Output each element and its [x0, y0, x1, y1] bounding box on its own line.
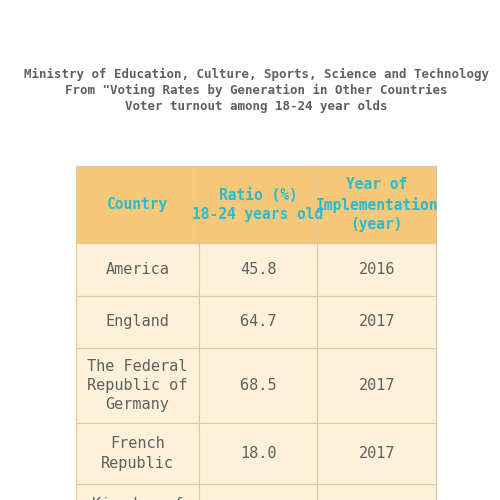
- Bar: [318, 244, 436, 296]
- Bar: [76, 244, 198, 296]
- Bar: [198, 166, 318, 244]
- Bar: [318, 484, 436, 500]
- Text: 2017: 2017: [358, 378, 395, 393]
- Bar: [76, 484, 198, 500]
- Text: 2017: 2017: [358, 314, 395, 330]
- Text: Ministry of Education, Culture, Sports, Science and Technology: Ministry of Education, Culture, Sports, …: [24, 68, 489, 81]
- Bar: [76, 296, 198, 348]
- Bar: [318, 296, 436, 348]
- Text: 18.0: 18.0: [240, 446, 277, 461]
- Text: 2017: 2017: [358, 446, 395, 461]
- Text: Year of
Implementation
(year): Year of Implementation (year): [316, 178, 438, 232]
- Text: Kingdom of
Sweden: Kingdom of Sweden: [92, 497, 183, 500]
- Text: 68.5: 68.5: [240, 378, 277, 393]
- Text: America: America: [106, 262, 170, 277]
- Bar: [318, 424, 436, 484]
- Bar: [318, 166, 436, 244]
- Bar: [198, 424, 318, 484]
- Text: Country: Country: [107, 198, 168, 212]
- Bar: [198, 296, 318, 348]
- Bar: [198, 348, 318, 424]
- Bar: [76, 166, 198, 244]
- Text: French
Republic: French Republic: [101, 436, 174, 470]
- Bar: [198, 244, 318, 296]
- Bar: [76, 424, 198, 484]
- Text: 2016: 2016: [358, 262, 395, 277]
- Bar: [76, 348, 198, 424]
- Text: England: England: [106, 314, 170, 330]
- Text: 64.7: 64.7: [240, 314, 277, 330]
- Bar: [198, 484, 318, 500]
- Bar: [318, 348, 436, 424]
- Text: The Federal
Republic of
Germany: The Federal Republic of Germany: [88, 359, 188, 412]
- Text: Voter turnout among 18-24 year olds: Voter turnout among 18-24 year olds: [125, 100, 388, 113]
- Text: From "Voting Rates by Generation in Other Countries: From "Voting Rates by Generation in Othe…: [65, 84, 448, 97]
- Text: 45.8: 45.8: [240, 262, 277, 277]
- Text: Ratio (%)
18-24 years old: Ratio (%) 18-24 years old: [192, 188, 324, 222]
